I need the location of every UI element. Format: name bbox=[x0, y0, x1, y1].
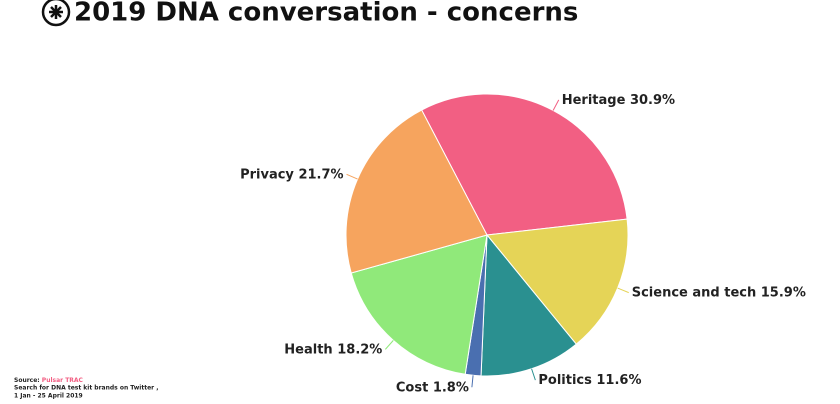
note: Search for DNA test kit brands on Twitte… bbox=[14, 385, 158, 392]
slice-name: Health bbox=[284, 342, 332, 357]
slice-label: Heritage 30.9% bbox=[562, 92, 675, 107]
slice-name: Privacy bbox=[240, 167, 294, 182]
slice-label: Privacy 21.7% bbox=[240, 167, 343, 182]
pie-slice bbox=[480, 233, 577, 377]
slice-value: 1.8% bbox=[433, 380, 469, 395]
pie-slice bbox=[486, 218, 629, 345]
slice-value: 30.9% bbox=[630, 92, 675, 107]
slice-label: Health 18.2% bbox=[284, 342, 382, 357]
slice-name: Politics bbox=[538, 373, 592, 388]
pie: Heritage 30.9% Science and tech 15.9% Poli… bbox=[240, 92, 806, 394]
slice-label: Science and tech 15.9% bbox=[632, 285, 806, 300]
slice-value: 11.6% bbox=[596, 373, 641, 388]
pie-slice bbox=[350, 234, 488, 375]
slice-name: Science and tech bbox=[632, 285, 757, 300]
leader-line bbox=[384, 340, 394, 350]
leader-line bbox=[617, 287, 629, 294]
slice-label: Cost 1.8% bbox=[396, 380, 469, 395]
date-range: 1 Jan - 25 April 2019 bbox=[14, 393, 83, 400]
slice-value: 21.7% bbox=[298, 167, 343, 182]
chart-title: 2019 DNA conversation - concerns bbox=[74, 0, 578, 28]
leader-line bbox=[531, 368, 536, 381]
logo bbox=[41, 0, 71, 27]
slice-name: Cost bbox=[396, 380, 428, 395]
source: Source: Pulsar TRAC bbox=[14, 377, 84, 384]
slice-name: Heritage bbox=[562, 92, 626, 107]
leader-line bbox=[346, 173, 358, 180]
slice-value: 15.9% bbox=[761, 285, 806, 300]
slice-label: Politics 11.6% bbox=[538, 373, 641, 388]
source-name: Pulsar TRAC bbox=[42, 377, 84, 384]
source-label: Source: bbox=[14, 377, 40, 384]
leader-line bbox=[471, 375, 474, 388]
slice-value: 18.2% bbox=[337, 342, 382, 357]
leader-line bbox=[552, 99, 560, 111]
